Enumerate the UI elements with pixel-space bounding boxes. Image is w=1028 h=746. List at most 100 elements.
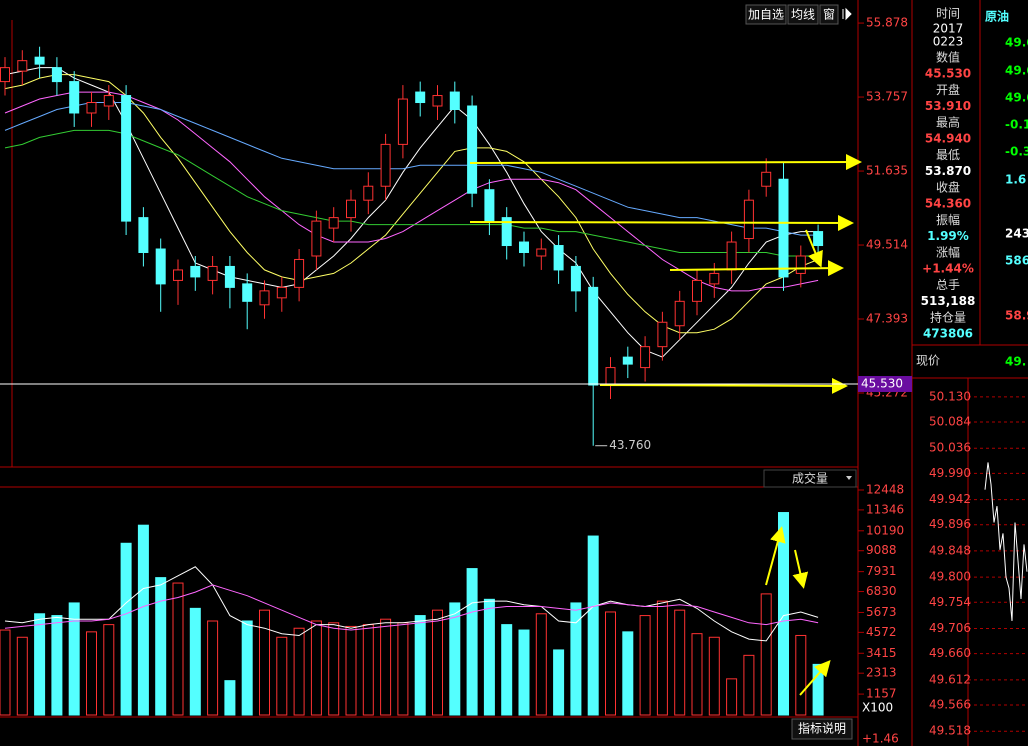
y-tick-label: 3415 [866, 646, 897, 660]
volume-bar [397, 622, 409, 716]
time-value: 0223 [933, 35, 964, 49]
candle-body [397, 98, 408, 145]
volume-average [4, 566, 819, 642]
candle-body [813, 231, 824, 247]
volume-bar [778, 512, 789, 716]
candle-body [674, 300, 685, 327]
side-value: 5862 [1005, 254, 1028, 268]
candle-body [17, 60, 28, 72]
y-tick-label: 49.990 [929, 466, 971, 480]
field-label: 开盘 [936, 82, 960, 97]
field-label: 最高 [936, 115, 960, 130]
field-label: 最低 [936, 148, 960, 162]
toolbar-button[interactable] [787, 4, 819, 25]
volume-bar [639, 615, 651, 716]
volume-bar [51, 615, 63, 716]
arrow [669, 260, 844, 277]
volume-bar [241, 620, 253, 716]
time-value: 2017 [933, 22, 964, 36]
y-tick-label: 49.660 [929, 646, 971, 660]
y-tick-label: 50.036 [929, 441, 971, 455]
arrow-icon[interactable] [842, 7, 852, 21]
volume-bar [345, 625, 357, 716]
volume-bar [293, 627, 305, 716]
candle-body [138, 217, 149, 253]
volume-bar [795, 634, 807, 716]
volume-bar [86, 631, 97, 716]
arrow [792, 549, 809, 589]
annotations [469, 154, 862, 696]
arrow [765, 526, 786, 586]
field-label: 涨幅 [936, 245, 960, 260]
volume-bar [414, 615, 426, 716]
candle-body [294, 258, 305, 288]
toolbar-button[interactable] [745, 4, 787, 25]
help-button[interactable] [791, 718, 853, 740]
volume-bar [553, 649, 565, 716]
volume-bar [224, 680, 236, 716]
volume-bar [103, 624, 115, 716]
volume-bar [380, 618, 392, 716]
arrow [799, 659, 831, 696]
field-value: 1.99% [927, 229, 969, 243]
toolbar-label[interactable]: 加自选 [748, 8, 784, 22]
candle-body [761, 171, 772, 187]
y-tick-label: 11346 [866, 502, 904, 516]
candle-body [51, 67, 62, 83]
field-value: +1.44% [922, 262, 974, 276]
volume-bar [812, 663, 824, 716]
y-tick-label: 6830 [866, 584, 897, 598]
y-tick-label: 7931 [866, 564, 897, 578]
candle-body [259, 290, 270, 306]
toolbar-label[interactable]: 窗 [823, 8, 835, 22]
y-tick-label: 53.757 [866, 90, 908, 104]
volume-unit: X100 [862, 701, 893, 715]
candle-body [346, 199, 356, 219]
volume-bar [189, 607, 201, 716]
field-value: 53.910 [925, 99, 971, 113]
toolbar-button[interactable] [819, 4, 839, 25]
field-value: 54.360 [925, 197, 971, 211]
side-value: 49.6 [1005, 64, 1028, 78]
volume-bar [137, 524, 149, 716]
candle-body [536, 248, 547, 257]
candle-body [242, 283, 253, 302]
y-tick-label: 50.084 [929, 414, 971, 428]
y-tick-label: 10190 [866, 523, 904, 537]
y-tick-label: 49.566 [929, 698, 971, 712]
moving-average [4, 129, 819, 257]
candle-body [553, 245, 564, 271]
volume-bar [0, 629, 11, 716]
help-button-label[interactable]: 指标说明 [798, 721, 846, 736]
volume-bar [535, 613, 547, 716]
candle-body [709, 272, 720, 285]
candle-body [778, 178, 789, 278]
indicator-dropdown[interactable] [763, 469, 857, 488]
low-label: 43.760 [609, 438, 651, 452]
side-value: -0.3 [1005, 145, 1028, 159]
candle-body [501, 217, 512, 247]
y-tick-label: 55.878 [866, 16, 908, 30]
candle-body [311, 220, 322, 257]
toolbar-label[interactable]: 均线 [791, 8, 815, 22]
candle-body [224, 265, 235, 288]
y-tick-label: 12448 [866, 482, 904, 496]
candle-body [467, 105, 478, 194]
indicator-name[interactable]: 成交量 [792, 471, 828, 486]
candle-body [640, 346, 651, 369]
y-tick-label: 49.754 [929, 595, 971, 609]
volume-bar [743, 654, 755, 716]
y-tick-label: 5673 [866, 605, 897, 619]
volume-bar [328, 622, 340, 716]
tick-line [984, 462, 1028, 621]
side-value: 1.6 [1005, 173, 1026, 187]
y-tick-label: 49.706 [929, 621, 971, 635]
field-label: 收盘 [936, 180, 960, 195]
y-tick-label: 9088 [866, 543, 897, 557]
side-value: 49.6 [1005, 36, 1028, 50]
candle-body [726, 241, 737, 271]
volume-bar [483, 598, 495, 716]
current-price-label: 45.530 [861, 376, 903, 390]
candle-body [588, 286, 599, 386]
volume-bar [726, 678, 738, 716]
